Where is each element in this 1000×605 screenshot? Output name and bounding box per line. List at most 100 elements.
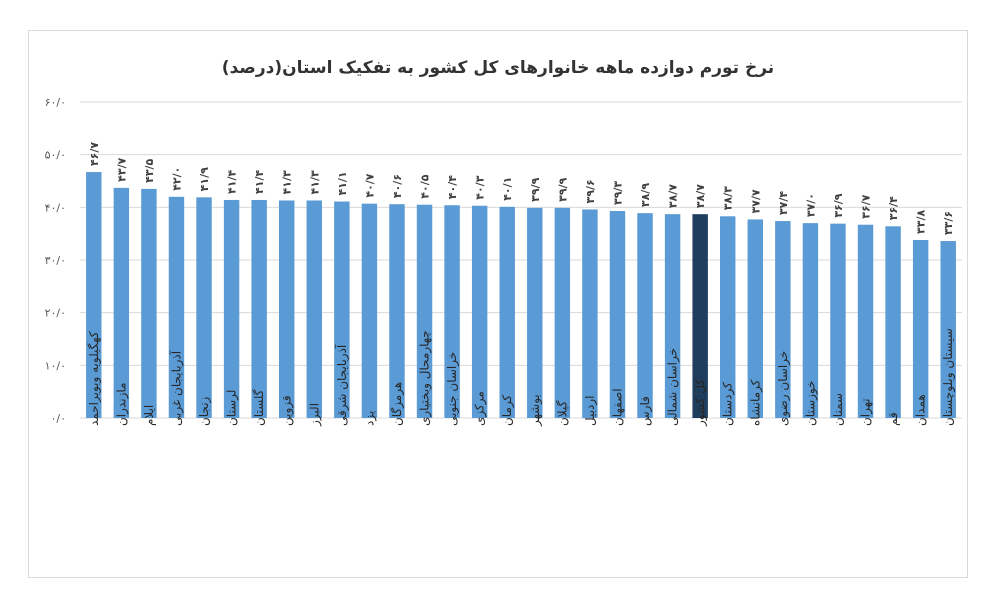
- y-tick-label: ۱۰/۰: [45, 359, 66, 372]
- bar: [168, 196, 185, 418]
- x-tick-label: مرکزی: [473, 391, 488, 426]
- data-label: ۳۹/۹: [556, 177, 569, 201]
- bar: [720, 216, 736, 418]
- bar: [637, 213, 653, 418]
- bar: [334, 201, 350, 418]
- bar: [499, 206, 515, 418]
- x-tick-label: کهگیلویه وبویراحمد: [87, 331, 102, 426]
- x-tick-label: یزد: [362, 411, 377, 426]
- x-tick-label: قم: [886, 412, 900, 426]
- data-label: ۳۸/۳: [722, 186, 735, 210]
- data-label: ۳۹/۶: [584, 179, 597, 203]
- y-tick-label: ۶۰/۰: [45, 96, 66, 109]
- x-tick-label: کل کشور: [693, 379, 708, 427]
- x-tick-label: همدان: [914, 394, 928, 426]
- y-tick-label: ۴۰/۰: [45, 201, 66, 214]
- bar: [444, 205, 460, 418]
- data-label: ۳۸/۷: [694, 184, 707, 208]
- data-label: ۳۹/۹: [529, 177, 542, 201]
- chart-title: نرخ تورم دوازده ماهه خانوارهای کل کشور ب…: [221, 58, 775, 78]
- data-label: ۳۳/۶: [942, 211, 955, 235]
- bar: [802, 223, 819, 418]
- x-tick-label: تهران: [859, 398, 874, 426]
- bar: [141, 188, 157, 418]
- x-tick-label: گلستان: [252, 389, 266, 426]
- x-tick-label: سیستان وبلوچستان: [941, 328, 956, 426]
- bar: [527, 207, 543, 418]
- x-tick-label: گیلان: [555, 400, 569, 426]
- x-tick-label: ایلام: [142, 405, 156, 426]
- data-label: ۴۱/۴: [253, 170, 266, 194]
- data-label: ۳۸/۹: [639, 183, 652, 207]
- data-label: ۴۱/۳: [281, 170, 294, 194]
- bar: [389, 204, 405, 418]
- x-tick-label: مازندران: [114, 383, 129, 426]
- x-tick-label: آذربایجان شرقی: [334, 344, 350, 426]
- data-label: ۳۷/۷: [749, 189, 762, 213]
- x-tick-label: البرز: [307, 403, 322, 427]
- bar: [857, 224, 874, 418]
- data-label: ۴۰/۴: [446, 175, 459, 199]
- data-label: ۳۳/۸: [915, 210, 928, 234]
- bar: [885, 226, 901, 418]
- bar: [609, 211, 626, 418]
- x-tick-label: زنجان: [197, 396, 212, 426]
- bar: [251, 199, 267, 418]
- data-label: ۴۰/۶: [391, 174, 404, 198]
- x-tick-label: خراسان شمالی: [666, 348, 681, 426]
- x-tick-label: کرمان: [500, 394, 515, 426]
- x-tick-label: خراسان رضوی: [776, 351, 791, 426]
- bar: [196, 197, 212, 418]
- x-tick-label: کرمانشاه: [748, 379, 763, 426]
- y-tick-label: ۵۰/۰: [45, 149, 66, 162]
- data-label: ۳۶/۴: [887, 196, 900, 220]
- bar: [775, 221, 791, 418]
- y-tick-label: ۰/۰: [50, 412, 66, 425]
- bar: [912, 239, 929, 418]
- data-label: ۴۰/۵: [419, 174, 432, 198]
- data-label: ۴۱/۹: [198, 167, 211, 191]
- data-label: ۳۹/۳: [611, 181, 624, 205]
- data-label: ۴۰/۱: [501, 177, 514, 201]
- x-tick-label: خوزستان: [803, 380, 818, 426]
- x-tick-label: آذربایجان غربی: [168, 350, 184, 426]
- data-label: ۳۸/۷: [667, 184, 680, 208]
- bar: [582, 209, 598, 418]
- bar: [416, 204, 433, 418]
- bar: [279, 200, 295, 418]
- data-label: ۴۶/۷: [88, 142, 101, 166]
- bar: [471, 205, 488, 418]
- x-tick-label: اردبیل: [583, 395, 598, 426]
- y-tick-label: ۳۰/۰: [45, 254, 66, 267]
- data-label: ۴۱/۳: [308, 170, 321, 194]
- data-label: ۴۳/۵: [143, 158, 156, 182]
- x-tick-label: سمنان: [831, 393, 845, 426]
- bar: [692, 214, 708, 418]
- data-label: ۳۶/۹: [832, 193, 845, 217]
- bar: [830, 223, 846, 418]
- bar: [664, 214, 681, 418]
- data-label: ۴۱/۴: [226, 170, 239, 194]
- data-label: ۴۱/۱: [336, 171, 349, 195]
- bar: [306, 200, 322, 418]
- data-label: ۳۷/۰: [804, 193, 817, 217]
- bar: [113, 187, 130, 418]
- bar: [223, 199, 240, 418]
- data-label: ۳۷/۴: [777, 191, 790, 215]
- x-tick-label: لرستان: [225, 390, 240, 426]
- bar: [86, 172, 102, 418]
- x-tick-label: هرمزگان: [390, 382, 405, 426]
- data-label: ۴۰/۷: [363, 173, 376, 197]
- bar: [361, 203, 378, 418]
- bar: [940, 241, 956, 418]
- bar: [747, 219, 763, 418]
- y-tick-label: ۲۰/۰: [45, 307, 66, 320]
- data-label: ۴۰/۳: [474, 175, 487, 199]
- x-tick-label: چهارمحال وبختیاری: [418, 330, 433, 426]
- x-tick-label: اصفهان: [610, 388, 624, 426]
- x-tick-label: بوشهر: [528, 394, 543, 427]
- data-label: ۴۲/۰: [170, 167, 183, 191]
- x-tick-label: کردستان: [721, 382, 736, 426]
- x-tick-label: فارس: [638, 396, 653, 426]
- x-tick-label: خراسان جنوبی: [445, 352, 460, 426]
